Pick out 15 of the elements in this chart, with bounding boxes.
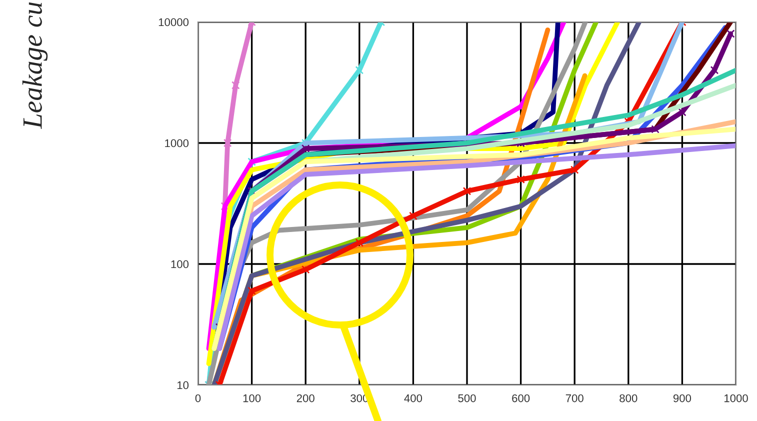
x-tick-label: 800: [620, 394, 638, 402]
x-tick-label: 1000: [724, 394, 748, 402]
x-tick-label: 0: [195, 394, 201, 402]
y-axis-title: Leakage cu: [22, 2, 48, 129]
x-tick-label: 700: [566, 394, 584, 402]
y-tick-label: 1000: [165, 139, 189, 148]
y-tick-label: 10000: [158, 18, 189, 26]
x-tick-label: 500: [458, 394, 476, 402]
x-tick-label: 600: [512, 394, 530, 402]
x-tick-label: 900: [673, 394, 692, 402]
y-tick-label: 10: [177, 381, 189, 390]
y-tick-label: 100: [171, 260, 189, 268]
x-tick-label: 100: [243, 394, 261, 402]
x-tick-label: 200: [296, 394, 314, 402]
x-tick-label: 400: [404, 394, 422, 402]
